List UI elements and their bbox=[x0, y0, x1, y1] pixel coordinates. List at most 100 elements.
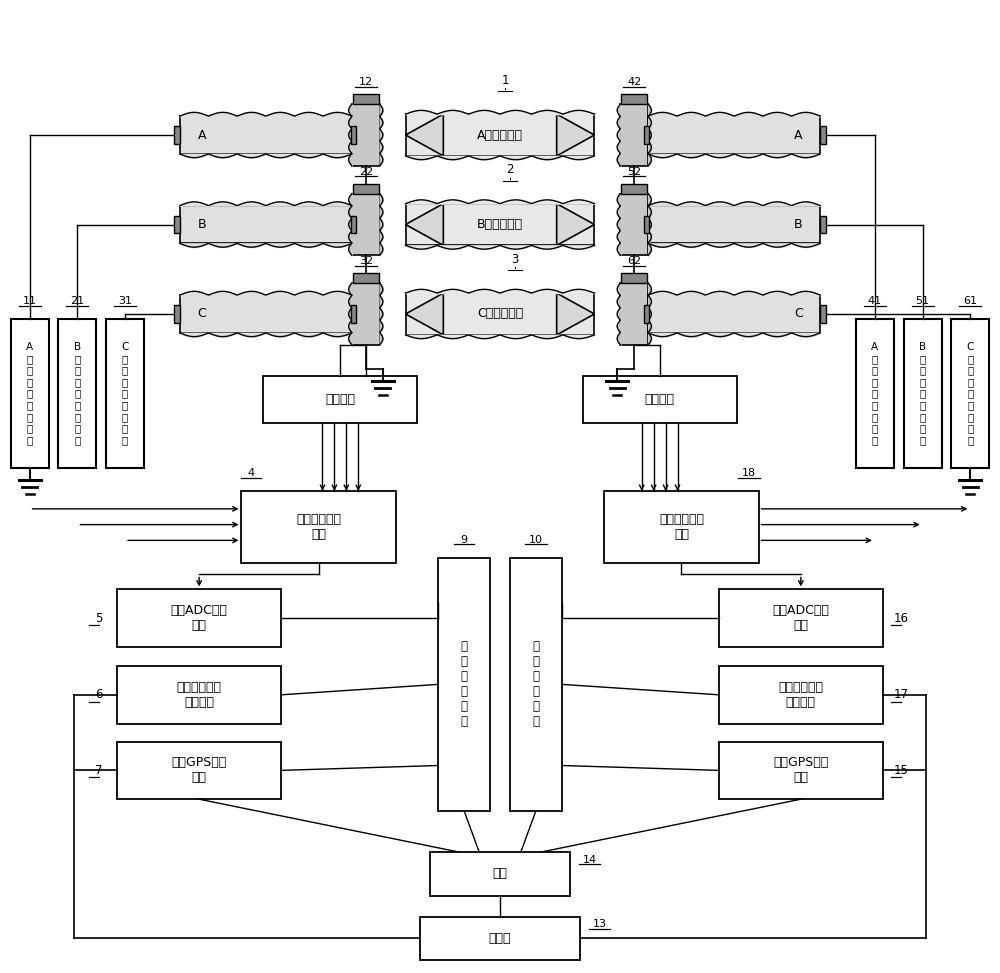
Text: 21: 21 bbox=[70, 296, 84, 306]
Bar bbox=[604, 491, 759, 562]
Bar bbox=[406, 114, 594, 156]
Polygon shape bbox=[557, 203, 594, 245]
Text: 第二信号处理
电路: 第二信号处理 电路 bbox=[659, 513, 704, 541]
Bar bbox=[820, 216, 826, 234]
Bar bbox=[406, 203, 594, 245]
Bar bbox=[117, 741, 281, 799]
Bar bbox=[583, 376, 737, 423]
Bar bbox=[351, 126, 356, 144]
Text: B
相
首
端
电
压
互
感
器: B 相 首 端 电 压 互 感 器 bbox=[74, 342, 81, 445]
Text: 32: 32 bbox=[359, 256, 373, 267]
Bar bbox=[719, 666, 883, 724]
Text: 16: 16 bbox=[893, 612, 908, 625]
Text: 41: 41 bbox=[868, 296, 882, 306]
Bar bbox=[856, 319, 894, 468]
Bar bbox=[420, 917, 580, 960]
Text: 18: 18 bbox=[742, 468, 756, 478]
Bar bbox=[174, 216, 180, 234]
Bar bbox=[820, 126, 826, 144]
Bar bbox=[174, 306, 180, 323]
Text: B相电力电缆: B相电力电缆 bbox=[477, 218, 523, 231]
Bar bbox=[406, 293, 594, 335]
Text: 3: 3 bbox=[511, 253, 519, 266]
Text: 保护电路: 保护电路 bbox=[645, 393, 675, 406]
Text: 第一无线数据
传输单元: 第一无线数据 传输单元 bbox=[177, 681, 222, 708]
Bar bbox=[180, 205, 352, 243]
Text: C: C bbox=[197, 307, 206, 320]
Text: 卫星: 卫星 bbox=[493, 867, 508, 881]
Text: 22: 22 bbox=[359, 166, 373, 177]
Text: 13: 13 bbox=[592, 919, 606, 929]
Bar bbox=[644, 216, 649, 234]
Bar bbox=[621, 184, 647, 194]
Text: 4: 4 bbox=[248, 468, 255, 478]
Bar bbox=[11, 319, 49, 468]
Text: 第二ADC采样
模块: 第二ADC采样 模块 bbox=[772, 604, 829, 632]
Text: 31: 31 bbox=[118, 296, 132, 306]
Text: C: C bbox=[794, 307, 803, 320]
Bar bbox=[430, 852, 570, 896]
Text: A
相
首
端
电
压
互
感
器: A 相 首 端 电 压 互 感 器 bbox=[26, 342, 33, 445]
Text: B: B bbox=[794, 218, 803, 231]
Bar bbox=[621, 273, 647, 283]
Text: 15: 15 bbox=[893, 764, 908, 776]
Text: 5: 5 bbox=[96, 612, 103, 625]
Text: 保护电路: 保护电路 bbox=[325, 393, 355, 406]
Bar bbox=[117, 590, 281, 647]
Text: 62: 62 bbox=[627, 256, 641, 267]
Text: 第二无线数据
传输单元: 第二无线数据 传输单元 bbox=[778, 681, 823, 708]
Text: 第
二
微
处
理
器: 第 二 微 处 理 器 bbox=[532, 640, 539, 729]
Text: A相电力电缆: A相电力电缆 bbox=[477, 128, 523, 141]
Bar bbox=[241, 491, 396, 562]
Bar bbox=[351, 216, 356, 234]
Bar bbox=[352, 283, 380, 344]
Text: 2: 2 bbox=[506, 163, 514, 176]
Text: 14: 14 bbox=[582, 855, 597, 865]
Bar bbox=[648, 205, 820, 243]
Polygon shape bbox=[557, 114, 594, 156]
Text: B
相
末
端
电
压
互
感
器: B 相 末 端 电 压 互 感 器 bbox=[919, 342, 926, 445]
Bar bbox=[951, 319, 989, 468]
Polygon shape bbox=[406, 203, 443, 245]
Text: 1: 1 bbox=[501, 74, 509, 87]
Bar bbox=[180, 295, 352, 333]
Bar bbox=[648, 295, 820, 333]
Text: 第一GPS接收
模块: 第一GPS接收 模块 bbox=[172, 756, 227, 784]
Bar bbox=[351, 306, 356, 323]
Bar bbox=[644, 306, 649, 323]
Text: 61: 61 bbox=[963, 296, 977, 306]
Text: 42: 42 bbox=[627, 77, 641, 88]
Polygon shape bbox=[406, 293, 443, 335]
Text: 10: 10 bbox=[529, 535, 543, 545]
Bar bbox=[719, 590, 883, 647]
Text: 9: 9 bbox=[461, 535, 468, 545]
Bar bbox=[438, 558, 490, 811]
Bar bbox=[620, 194, 648, 255]
Bar bbox=[106, 319, 144, 468]
Text: A: A bbox=[197, 128, 206, 141]
Bar bbox=[648, 116, 820, 154]
Bar bbox=[353, 184, 379, 194]
Bar bbox=[820, 306, 826, 323]
Text: 51: 51 bbox=[916, 296, 930, 306]
Text: C
相
首
端
电
压
互
感
器: C 相 首 端 电 压 互 感 器 bbox=[121, 342, 129, 445]
Text: 上位机: 上位机 bbox=[489, 932, 511, 945]
Bar bbox=[117, 666, 281, 724]
Text: C相电力电缆: C相电力电缆 bbox=[477, 307, 523, 320]
Bar bbox=[719, 741, 883, 799]
Text: A
相
末
端
电
压
互
感
器: A 相 末 端 电 压 互 感 器 bbox=[871, 342, 878, 445]
Bar bbox=[510, 558, 562, 811]
Bar bbox=[644, 126, 649, 144]
Bar bbox=[620, 104, 648, 165]
Polygon shape bbox=[406, 114, 443, 156]
Text: 第一信号处理
电路: 第一信号处理 电路 bbox=[296, 513, 341, 541]
Text: C
相
末
端
电
压
互
感
器: C 相 末 端 电 压 互 感 器 bbox=[967, 342, 974, 445]
Text: 6: 6 bbox=[95, 688, 103, 702]
Bar bbox=[904, 319, 942, 468]
Bar bbox=[174, 126, 180, 144]
Bar bbox=[353, 94, 379, 104]
Text: 12: 12 bbox=[359, 77, 373, 88]
Bar bbox=[180, 116, 352, 154]
Bar bbox=[352, 104, 380, 165]
Text: A: A bbox=[794, 128, 803, 141]
